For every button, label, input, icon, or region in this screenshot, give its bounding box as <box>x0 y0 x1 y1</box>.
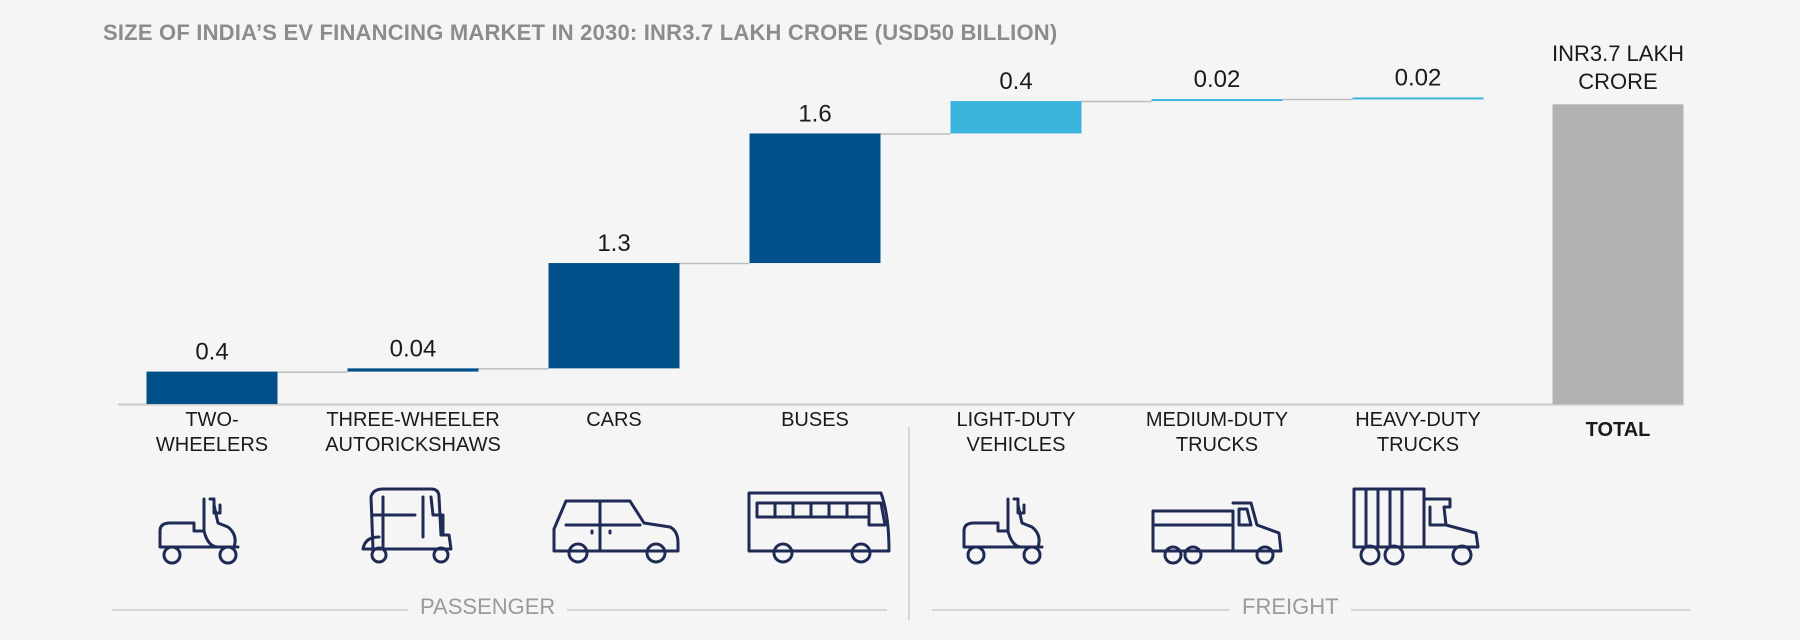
category-label-3: BUSES <box>720 408 910 433</box>
value-label-1: 0.04 <box>390 335 437 362</box>
medium-truck-icon <box>1147 485 1287 570</box>
chart-title: SIZE OF INDIA’S EV FINANCING MARKET IN 2… <box>103 20 1058 45</box>
bar-3 <box>749 133 881 264</box>
category-label-5: MEDIUM-DUTY TRUCKS <box>1122 408 1312 458</box>
bar-0 <box>146 371 278 404</box>
category-label-1: THREE-WHEELER AUTORICKSHAWS <box>318 408 508 458</box>
category-label-line1: TWO- <box>185 409 239 431</box>
category-label-line1: CARS <box>586 409 642 431</box>
value-label-6: 0.02 <box>1395 64 1442 91</box>
bar-total <box>1552 104 1684 405</box>
category-label-4: LIGHT-DUTY VEHICLES <box>921 408 1111 458</box>
bar-5 <box>1151 99 1283 102</box>
category-label-line1: HEAVY-DUTY <box>1355 409 1481 431</box>
category-label-line2: AUTORICKSHAWS <box>325 434 501 456</box>
category-label-total: TOTAL <box>1585 419 1651 441</box>
scooter-icon <box>142 485 282 570</box>
category-label-0: TWO- WHEELERS <box>117 408 307 458</box>
bar-1 <box>347 368 479 372</box>
scooter-icon <box>946 485 1086 570</box>
bar-4 <box>950 101 1082 134</box>
group-label-passenger: PASSENGER <box>408 594 568 620</box>
heavy-truck-icon <box>1348 485 1488 570</box>
category-label-line2: TRUCKS <box>1175 434 1259 456</box>
category-label-line2: TRUCKS <box>1376 434 1460 456</box>
bus-icon <box>745 485 891 570</box>
value-label-4: 0.4 <box>999 68 1032 95</box>
total-value-line2: CRORE <box>1578 69 1658 94</box>
category-label-line1: BUSES <box>781 409 849 431</box>
value-label-5: 0.02 <box>1194 66 1241 93</box>
value-label-2: 1.3 <box>597 230 630 257</box>
bar-6 <box>1352 97 1484 100</box>
bar-2 <box>548 263 680 369</box>
category-label-line1: LIGHT-DUTY <box>956 409 1076 431</box>
total-value-line1: INR3.7 LAKH <box>1551 41 1685 66</box>
category-label-6: HEAVY-DUTY TRUCKS <box>1323 408 1513 458</box>
category-label-2: CARS <box>519 408 709 433</box>
group-divider <box>908 427 910 620</box>
category-label-line2: WHEELERS <box>155 434 269 456</box>
category-label-line2: VEHICLES <box>966 434 1066 456</box>
value-label-0: 0.4 <box>195 339 228 366</box>
total-value-label: INR3.7 LAKH CRORE <box>1528 40 1708 96</box>
group-label-freight: FREIGHT <box>1230 594 1351 620</box>
value-label-3: 1.6 <box>798 100 831 127</box>
autorickshaw-icon <box>343 485 483 570</box>
category-label-line1: MEDIUM-DUTY <box>1145 409 1289 431</box>
category-label-line1: THREE-WHEELER <box>326 409 500 431</box>
car-icon <box>544 485 684 570</box>
